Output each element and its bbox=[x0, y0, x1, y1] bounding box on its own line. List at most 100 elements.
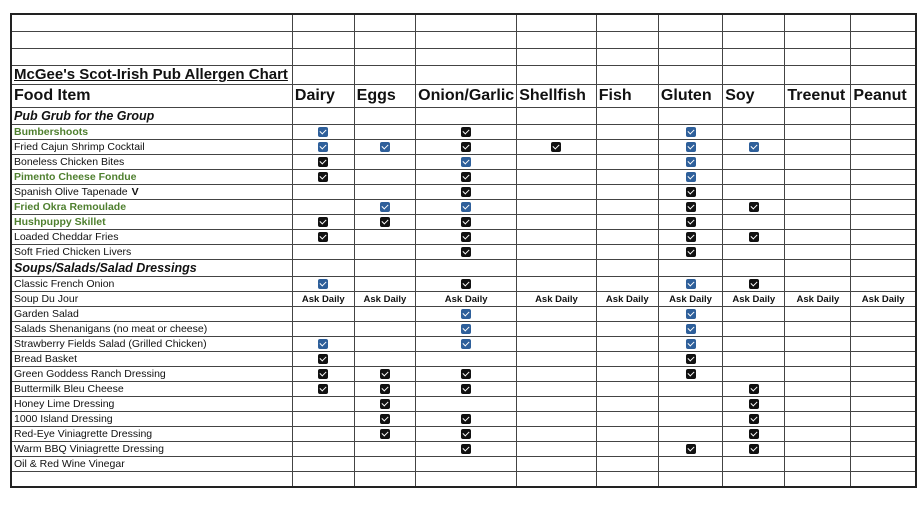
checkbox-checked-icon[interactable] bbox=[685, 187, 696, 198]
allergen-cell bbox=[784, 124, 852, 140]
empty-cell bbox=[784, 107, 852, 125]
checkbox-checked-icon[interactable] bbox=[685, 279, 696, 290]
checkbox-checked-icon[interactable] bbox=[379, 142, 390, 153]
checkbox-checked-icon[interactable] bbox=[685, 309, 696, 320]
checkbox-checked-icon[interactable] bbox=[461, 429, 472, 440]
checkbox-checked-icon[interactable] bbox=[748, 384, 759, 395]
checkbox-checked-icon[interactable] bbox=[379, 429, 390, 440]
checkbox-checked-icon[interactable] bbox=[748, 444, 759, 455]
empty-row bbox=[10, 48, 917, 66]
checkbox-checked-icon[interactable] bbox=[318, 172, 329, 183]
checkbox-checked-icon[interactable] bbox=[318, 232, 329, 243]
checkbox-checked-icon[interactable] bbox=[685, 127, 696, 138]
checkbox-checked-icon[interactable] bbox=[461, 339, 472, 350]
allergen-cell bbox=[415, 336, 518, 352]
checkbox-checked-icon[interactable] bbox=[748, 399, 759, 410]
checkbox-checked-icon[interactable] bbox=[318, 142, 329, 153]
checkbox-checked-icon[interactable] bbox=[461, 247, 472, 258]
allergen-cell bbox=[291, 214, 355, 230]
allergen-cell bbox=[595, 396, 659, 412]
checkbox-checked-icon[interactable] bbox=[461, 157, 472, 168]
allergen-cell bbox=[291, 306, 355, 322]
checkbox-checked-icon[interactable] bbox=[318, 384, 329, 395]
table-row: Hushpuppy Skillet bbox=[10, 214, 917, 230]
column-header: Shellfish bbox=[516, 84, 597, 108]
checkbox-checked-icon[interactable] bbox=[318, 339, 329, 350]
column-header: Peanut bbox=[850, 84, 917, 108]
checkbox-checked-icon[interactable] bbox=[685, 232, 696, 243]
checkbox-checked-icon[interactable] bbox=[318, 217, 329, 228]
allergen-cell bbox=[657, 351, 724, 367]
checkbox-checked-icon[interactable] bbox=[461, 444, 472, 455]
checkbox-checked-icon[interactable] bbox=[318, 369, 329, 380]
checkbox-checked-icon[interactable] bbox=[461, 217, 472, 228]
checkbox-checked-icon[interactable] bbox=[748, 279, 759, 290]
checkbox-checked-icon[interactable] bbox=[685, 339, 696, 350]
allergen-cell bbox=[784, 139, 852, 155]
checkbox-checked-icon[interactable] bbox=[685, 324, 696, 335]
checkbox-checked-icon[interactable] bbox=[461, 127, 472, 138]
checkbox-checked-icon[interactable] bbox=[685, 444, 696, 455]
allergen-cell bbox=[784, 184, 852, 200]
allergen-cell bbox=[850, 139, 917, 155]
checkbox-checked-icon[interactable] bbox=[748, 414, 759, 425]
checkbox-checked-icon[interactable] bbox=[748, 429, 759, 440]
checkbox-checked-icon[interactable] bbox=[461, 324, 472, 335]
checkbox-checked-icon[interactable] bbox=[461, 202, 472, 213]
allergen-cell bbox=[595, 184, 659, 200]
empty-cell bbox=[353, 48, 417, 66]
allergen-cell bbox=[657, 154, 724, 170]
checkbox-checked-icon[interactable] bbox=[685, 157, 696, 168]
food-item-cell: Green Goddess Ranch Dressing bbox=[10, 366, 293, 382]
checkbox-checked-icon[interactable] bbox=[748, 232, 759, 243]
allergen-cell bbox=[415, 124, 518, 140]
checkbox-checked-icon[interactable] bbox=[318, 127, 329, 138]
checkbox-checked-icon[interactable] bbox=[685, 217, 696, 228]
checkbox-checked-icon[interactable] bbox=[318, 354, 329, 365]
checkbox-checked-icon[interactable] bbox=[461, 142, 472, 153]
allergen-cell bbox=[291, 184, 355, 200]
checkbox-checked-icon[interactable] bbox=[685, 247, 696, 258]
checkbox-checked-icon[interactable] bbox=[685, 202, 696, 213]
allergen-cell bbox=[722, 244, 786, 260]
checkbox-checked-icon[interactable] bbox=[318, 157, 329, 168]
checkbox-checked-icon[interactable] bbox=[461, 309, 472, 320]
empty-cell bbox=[657, 259, 724, 277]
empty-cell bbox=[516, 48, 597, 66]
checkbox-checked-icon[interactable] bbox=[685, 172, 696, 183]
checkbox-checked-icon[interactable] bbox=[379, 217, 390, 228]
allergen-cell bbox=[784, 411, 852, 427]
food-item-name: Soft Fried Chicken Livers bbox=[14, 246, 132, 258]
allergen-cell bbox=[850, 154, 917, 170]
checkbox-checked-icon[interactable] bbox=[379, 369, 390, 380]
checkbox-checked-icon[interactable] bbox=[461, 279, 472, 290]
checkbox-checked-icon[interactable] bbox=[551, 142, 562, 153]
allergen-cell bbox=[657, 456, 724, 472]
allergen-cell bbox=[784, 336, 852, 352]
checkbox-checked-icon[interactable] bbox=[461, 369, 472, 380]
checkbox-checked-icon[interactable] bbox=[685, 142, 696, 153]
checkbox-checked-icon[interactable] bbox=[379, 202, 390, 213]
checkbox-checked-icon[interactable] bbox=[379, 414, 390, 425]
checkbox-checked-icon[interactable] bbox=[461, 187, 472, 198]
ask-daily-label: Ask Daily bbox=[301, 294, 345, 305]
checkbox-checked-icon[interactable] bbox=[461, 414, 472, 425]
checkbox-checked-icon[interactable] bbox=[379, 384, 390, 395]
allergen-cell bbox=[657, 184, 724, 200]
checkbox-checked-icon[interactable] bbox=[461, 172, 472, 183]
allergen-cell bbox=[415, 441, 518, 457]
allergen-cell bbox=[850, 306, 917, 322]
checkbox-checked-icon[interactable] bbox=[379, 399, 390, 410]
checkbox-checked-icon[interactable] bbox=[748, 142, 759, 153]
allergen-cell bbox=[516, 306, 597, 322]
checkbox-checked-icon[interactable] bbox=[685, 354, 696, 365]
table-row: Fried Cajun Shrimp Cocktail bbox=[10, 139, 917, 155]
checkbox-checked-icon[interactable] bbox=[461, 232, 472, 243]
empty-cell bbox=[291, 107, 355, 125]
allergen-cell bbox=[657, 244, 724, 260]
checkbox-checked-icon[interactable] bbox=[318, 279, 329, 290]
ask-daily-label: Ask Daily bbox=[444, 294, 488, 305]
checkbox-checked-icon[interactable] bbox=[748, 202, 759, 213]
checkbox-checked-icon[interactable] bbox=[685, 369, 696, 380]
checkbox-checked-icon[interactable] bbox=[461, 384, 472, 395]
